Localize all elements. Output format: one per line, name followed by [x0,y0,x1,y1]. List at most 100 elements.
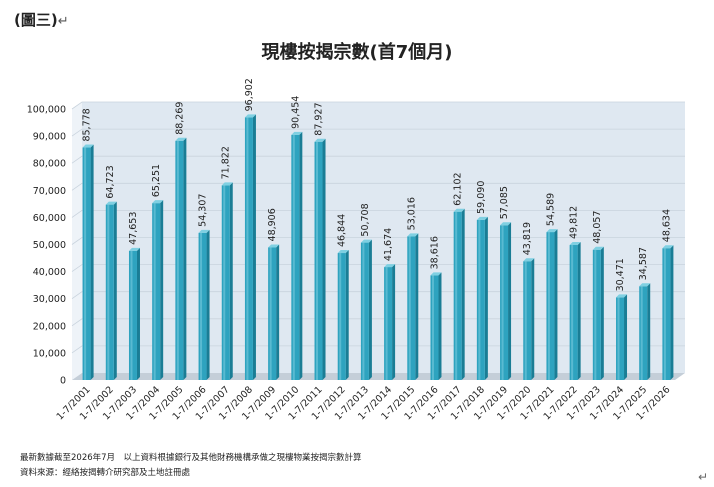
bar [407,236,416,380]
gridline [71,155,685,164]
bar-side [276,244,280,380]
y-tick-label: 80,000 [33,159,66,170]
bar [430,275,439,380]
bar [82,147,91,380]
bar-highlight [176,140,179,380]
bar-top [268,244,280,248]
y-tick-label: 90,000 [33,132,66,143]
bar-side [299,131,303,380]
figure-label-text: (圖三) [14,11,58,29]
gridline [71,101,685,110]
bar-top [662,245,674,249]
bar [105,204,114,380]
bar-highlight [640,286,643,380]
bar-top [384,264,396,268]
bar-highlight [339,253,342,380]
note-data-source: 資料來源：經絡按揭轉介研究部及土地註冊處 [20,468,191,478]
y-tick-label: 50,000 [33,240,66,251]
bar-side [461,208,465,380]
bar-highlight [292,134,295,380]
bar [175,140,184,380]
bar-side [670,245,674,380]
bar-side [438,272,442,380]
bar-side [484,216,488,380]
bar-value-label: 57,085 [499,186,510,219]
y-tick-label: 10,000 [33,348,66,359]
bar-value-label: 88,269 [174,102,185,135]
bar-side [600,246,604,380]
y-tick-label: 60,000 [33,213,66,224]
bar-value-label: 59,090 [476,181,487,214]
chart-title: 現樓按揭宗數(首7個月) [261,42,453,63]
bar-side [160,200,164,380]
bar-top [616,294,628,298]
bar-value-label: 48,057 [592,211,603,244]
y-tick-label: 70,000 [33,186,66,197]
bar-highlight [571,245,574,380]
bar-highlight [547,232,550,380]
bar-highlight [107,204,110,380]
bar-top [128,247,140,251]
paragraph-mark-icon: ↵ [697,470,708,484]
bar-value-label: 43,819 [522,222,533,255]
bar-side [392,264,396,380]
bar-top [500,222,512,226]
gridline [71,182,685,191]
bar-side [531,258,535,380]
y-tick-label: 20,000 [33,321,66,332]
bar-highlight [431,275,434,380]
bar [268,247,277,380]
bar-top [407,233,419,237]
bar-side [577,242,581,380]
bar-side [647,283,651,380]
bar-top [592,246,604,250]
bar-value-label: 87,927 [314,102,325,135]
bar-value-label: 71,822 [221,146,232,179]
bar-highlight [617,297,620,380]
bar-highlight [130,250,133,380]
bar-top [314,138,326,142]
bar-value-label: 53,016 [406,197,417,230]
bar-highlight [246,117,249,381]
bar-highlight [478,219,481,380]
paragraph-mark-icon: ↵ [57,14,69,29]
y-tick-label: 30,000 [33,294,66,305]
bar-side [554,229,558,380]
bar [662,248,671,380]
bar [314,141,323,380]
bar-highlight [269,247,272,380]
bar [198,232,207,380]
bar-side [229,182,233,380]
bar [592,249,601,380]
bar-side [508,222,512,380]
bar [221,185,230,380]
bar-value-label: 96,902 [244,78,255,111]
bar-highlight [362,242,365,380]
bar [569,245,578,380]
bar-value-label: 62,102 [453,172,464,205]
bar-highlight [501,225,504,380]
bar-highlight [223,185,226,380]
bar-highlight [84,147,87,380]
bar-side [624,294,628,380]
bar-top [360,239,372,243]
bar-highlight [153,203,156,380]
bar-side [368,239,372,380]
bar-value-label: 54,589 [545,193,556,226]
bar-top [152,200,164,204]
y-tick-label: 0 [60,376,66,387]
bar-top [221,182,233,186]
bar-side [113,201,117,380]
bar-side [136,247,140,380]
bar-value-label: 64,723 [105,165,116,198]
bar-value-label: 49,812 [569,206,580,239]
bar-highlight [455,211,458,380]
bar-highlight [524,261,527,380]
bar-side [345,250,349,380]
bar [500,225,509,380]
bar-side [206,229,210,380]
bar-side [183,137,187,380]
bar [291,134,300,380]
bar-top [105,201,117,205]
bar [639,286,648,380]
